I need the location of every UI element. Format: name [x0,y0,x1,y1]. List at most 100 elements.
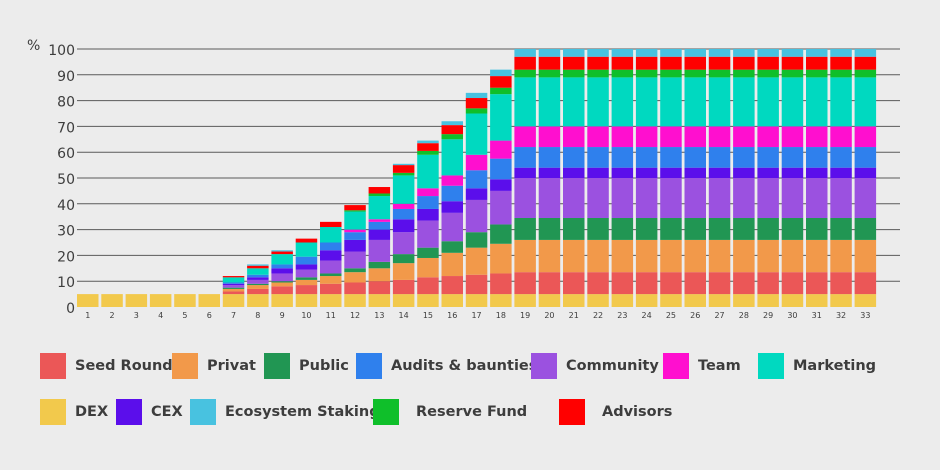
bar-segment [781,69,804,78]
bar-segment [757,147,779,168]
bar-segment [441,212,463,242]
legend-swatch [190,399,216,425]
bar-segment [538,69,561,78]
bar-segment [660,178,682,218]
bar-segment [417,277,439,295]
bar-segment [854,217,877,240]
y-tick-label: 40 [57,198,75,214]
bar-segment [271,250,293,252]
bar-segment [222,288,245,292]
bar-segment [781,56,804,70]
y-tick-label: 10 [57,275,75,291]
bar-segment [806,272,828,295]
bar-segment [465,199,488,233]
bar-segment [271,264,293,269]
bar-segment [247,268,269,275]
legend-item: Advisors [559,399,672,425]
bar-segment [538,147,561,168]
bar-segment [320,283,342,295]
bar-segment [635,217,658,240]
bar-segment [271,254,293,265]
bar-segment [708,147,731,168]
bar-segment [854,126,877,148]
bar-segment [830,69,852,78]
bar-segment [465,274,488,295]
bar-segment [635,126,658,148]
legend-item: Community [531,353,659,379]
y-tick-label: 0 [66,301,75,317]
bar-segment [490,243,512,274]
bar-segment [611,272,634,295]
bar-segment [344,205,366,211]
bar-segment [781,77,804,127]
bar-segment [708,69,731,78]
bar-segment [587,167,609,178]
bar-segment [441,175,463,186]
bar-segment [465,247,488,275]
bar-segment [344,272,366,283]
x-tick-label: 15 [423,311,433,320]
x-tick-label: 28 [739,311,749,320]
legend-row-1: Seed Round Privat Public Audits & baunties C… [40,353,940,379]
bar-segment [392,203,415,209]
bar-segment [563,77,585,127]
bar-segment [392,263,415,280]
x-tick-label: 33 [860,311,870,320]
bar-segment [854,77,877,127]
bar-segment [660,217,682,240]
bar-segment [441,185,463,202]
bar-segment [320,227,342,243]
y-tick-label: 80 [57,95,75,111]
bar-segment [538,178,561,218]
bar-segment [733,69,755,78]
legend-swatch [758,353,784,379]
legend-label: Audits & baunties [391,358,538,374]
bar-segment [757,69,779,78]
bar-segment [587,147,609,168]
bar-segment [806,49,828,57]
bar-segment [295,279,318,286]
bar-segment [563,294,585,307]
bar-segment [247,288,269,295]
bar-segment [611,126,634,148]
bar-segment [295,264,318,270]
legend-swatch [373,399,399,425]
bar-segment [392,163,415,166]
bar-segment [368,229,391,240]
bar-segment [490,69,512,77]
legend-item: Seed Round [40,353,173,379]
bar-segment [538,272,561,295]
legend-label: Team [698,358,741,374]
bar-segment [222,283,245,286]
legend-item: Reserve Fund [373,399,527,425]
bar-segment [830,217,852,240]
x-tick-label: 32 [836,311,846,320]
bar-segment [344,268,366,273]
x-tick-label: 30 [787,311,797,320]
bar-segment [465,98,488,109]
bar-segment [247,264,269,266]
bar-segment [757,178,779,218]
bar-segment [806,126,828,148]
x-tick-label: 18 [496,311,506,320]
bar-segment [271,268,293,274]
bar-segment [295,285,318,295]
legend-swatch [40,353,66,379]
legend-item: CEX [116,399,183,425]
bar-segment [563,239,585,273]
bar-segment [830,239,852,273]
bar-segment [538,217,561,240]
bar-segment [635,49,658,57]
bar-segment [806,56,828,70]
bar-segment [538,77,561,127]
bar-segment [563,147,585,168]
bar-segment [465,170,488,189]
bar-segment [830,272,852,295]
bar-segment [538,167,561,178]
bar-segment [222,277,245,283]
bar-segment [587,56,609,70]
legend-item: Privat [172,353,256,379]
x-tick-label: 23 [617,311,627,320]
bar-segment [441,276,463,295]
bar-segment [490,158,512,180]
